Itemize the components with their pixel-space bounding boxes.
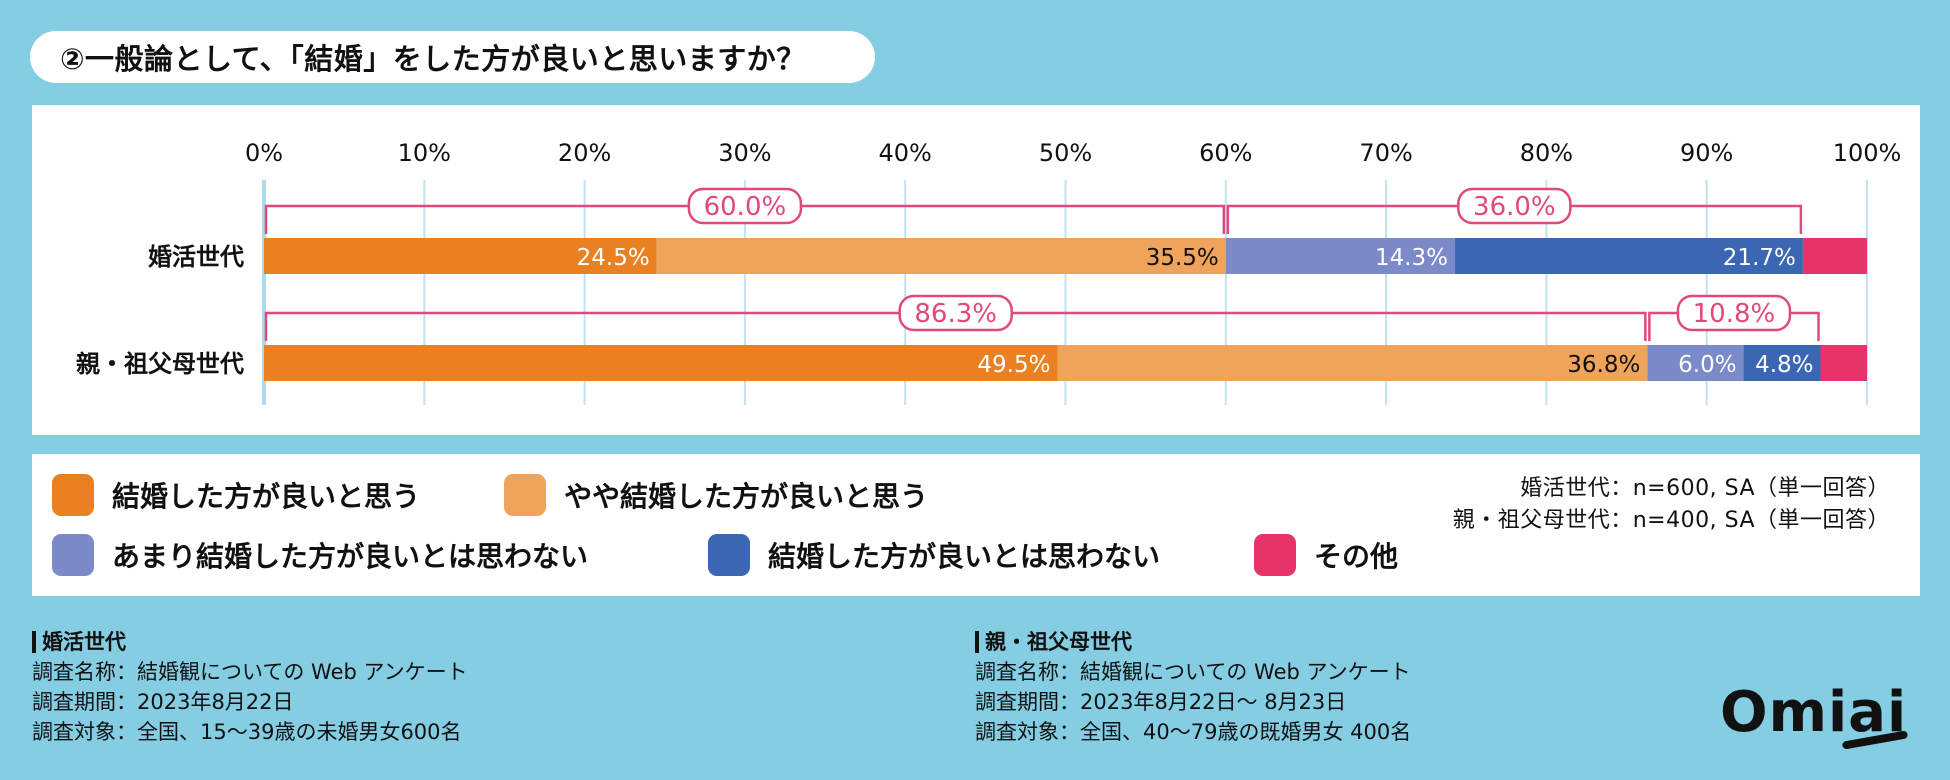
- legend-label: その他: [1314, 540, 1399, 573]
- survey-period: 調査期間：2023年8月22日: [32, 690, 294, 714]
- legend-item-strongly-agree: 結婚した方が良いと思う: [52, 474, 420, 516]
- x-tick-label: 50%: [1039, 139, 1092, 167]
- x-tick-label: 100%: [1833, 139, 1902, 167]
- survey-heading-text: 婚活世代: [42, 630, 126, 654]
- survey-name: 調査名称：結婚観についての Web アンケート: [32, 660, 468, 684]
- legend-swatch: [52, 534, 94, 576]
- bracket-label: 60.0%: [704, 192, 787, 222]
- survey-info-konkatsu: 婚活世代 調査名称：結婚観についての Web アンケート 調査期間：2023年8…: [32, 627, 468, 747]
- legend-swatch: [52, 474, 94, 516]
- data-label: 4.8%: [1755, 352, 1813, 378]
- heading-marker: [975, 631, 979, 653]
- chart-title: ②一般論として、「結婚」をした方が良いと思いますか？: [30, 31, 875, 83]
- bracket-label-box: [1676, 294, 1792, 332]
- sample-note-parents: 親・祖父母世代：n=400, SA（単一回答）: [1452, 508, 1890, 533]
- x-tick-label: 30%: [718, 139, 771, 167]
- data-label: 49.5%: [977, 352, 1050, 378]
- x-tick-label: 20%: [558, 139, 611, 167]
- data-label: 35.5%: [1146, 245, 1219, 271]
- bar-segment: [1057, 345, 1648, 381]
- bar-segment: [1802, 238, 1867, 274]
- legend-item-disagree: 結婚した方が良いとは思わない: [708, 534, 1160, 576]
- legend-label: やや結婚した方が良いと思う: [564, 480, 929, 513]
- category-label: 婚活世代: [148, 243, 244, 271]
- legend-label: 結婚した方が良いと思う: [112, 480, 421, 513]
- x-tick-label: 90%: [1680, 139, 1733, 167]
- x-tick-label: 60%: [1199, 139, 1252, 167]
- survey-info-parents: 親・祖父母世代 調査名称：結婚観についての Web アンケート 調査期間：202…: [975, 627, 1411, 747]
- chart-title-text: ②一般論として、「結婚」をした方が良いと思いますか？: [60, 42, 806, 76]
- survey-period: 調査期間：2023年8月22日～ 8月23日: [975, 690, 1347, 714]
- legend-swatch: [1254, 534, 1296, 576]
- x-tick-label: 40%: [879, 139, 932, 167]
- survey-heading-text: 親・祖父母世代: [985, 630, 1132, 654]
- x-tick-label: 80%: [1520, 139, 1573, 167]
- bar-segment: [264, 238, 657, 274]
- sample-note-konkatsu: 婚活世代：n=600, SA（単一回答）: [1520, 476, 1890, 501]
- bar-segment: [1225, 238, 1456, 274]
- legend-item-somewhat-agree: やや結婚した方が良いと思う: [504, 474, 928, 516]
- bar-segment: [656, 238, 1226, 274]
- bracket-label-box: [1457, 187, 1572, 225]
- bracket-label: 86.3%: [914, 299, 997, 329]
- data-label: 24.5%: [577, 245, 650, 271]
- heading-marker: [32, 631, 36, 653]
- x-tick-label: 10%: [398, 139, 451, 167]
- x-tick-label: 0%: [245, 139, 283, 167]
- x-tick-label: 70%: [1359, 139, 1412, 167]
- survey-name: 調査名称：結婚観についての Web アンケート: [975, 660, 1411, 684]
- data-label: 21.7%: [1723, 245, 1796, 271]
- legend-label: あまり結婚した方が良いとは思わない: [112, 540, 589, 573]
- data-label: 36.8%: [1567, 352, 1640, 378]
- chart-panel: 0% 10% 20% 30% 40% 50% 60% 70% 80% 90% 100% 婚活世代親・祖…: [32, 105, 1920, 435]
- legend-swatch: [504, 474, 546, 516]
- bracket-label: 10.8%: [1693, 299, 1776, 329]
- survey-target: 調査対象：全国、40～79歳の既婚男女 400名: [975, 720, 1412, 744]
- data-label: 14.3%: [1375, 245, 1448, 271]
- legend-item-somewhat-disagree: あまり結婚した方が良いとは思わない: [52, 534, 588, 576]
- legend-label: 結婚した方が良いとは思わない: [768, 540, 1161, 573]
- bar-segment: [1820, 345, 1867, 381]
- legend-panel: 結婚した方が良いと思う やや結婚した方が良いと思う あまり結婚した方が良いとは思…: [32, 454, 1920, 596]
- bar-segment: [1647, 345, 1744, 381]
- survey-target: 調査対象：全国、15～39歳の未婚男女600名: [32, 720, 462, 744]
- bracket-label-box: [898, 294, 1013, 332]
- stacked-bar-chart: 0% 10% 20% 30% 40% 50% 60% 70% 80% 90% 100% 婚活世代親・祖…: [76, 139, 1902, 405]
- bar-segment: [264, 345, 1058, 381]
- category-label: 親・祖父母世代: [76, 350, 244, 378]
- bar-segment: [1743, 345, 1821, 381]
- legend-item-other: その他: [1254, 534, 1398, 576]
- bracket-label: 36.0%: [1473, 192, 1556, 222]
- survey-heading: 婚活世代: [32, 627, 468, 657]
- data-label: 6.0%: [1678, 352, 1736, 378]
- omiai-logo: Omiai: [1720, 680, 1908, 745]
- bracket-label-box: [687, 187, 803, 225]
- legend-swatch: [708, 534, 750, 576]
- survey-heading: 親・祖父母世代: [975, 627, 1411, 657]
- bar-segment: [1455, 238, 1803, 274]
